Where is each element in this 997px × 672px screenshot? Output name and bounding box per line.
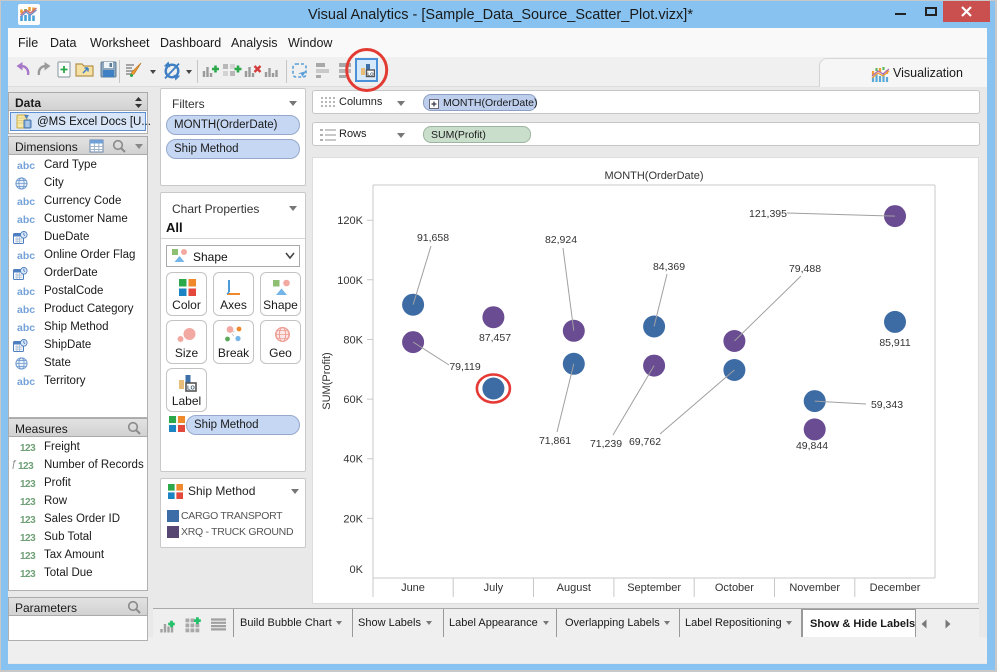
- svg-text:LO: LO: [187, 386, 195, 392]
- svg-text:87,457: 87,457: [479, 332, 511, 344]
- svg-text:SUM(Profit): SUM(Profit): [321, 352, 333, 409]
- svg-text:October: October: [715, 582, 754, 594]
- svg-text:79,119: 79,119: [449, 361, 480, 373]
- svg-text:60K: 60K: [343, 394, 363, 406]
- svg-text:82,924: 82,924: [545, 234, 577, 246]
- svg-text:June: June: [401, 582, 425, 594]
- svg-text:91,658: 91,658: [417, 232, 449, 244]
- svg-text:79,488: 79,488: [789, 263, 821, 275]
- svg-text:71,239: 71,239: [590, 438, 622, 450]
- svg-text:July: July: [484, 582, 504, 594]
- svg-text:59,343: 59,343: [871, 399, 903, 411]
- svg-text:84,369: 84,369: [653, 261, 685, 273]
- svg-text:December: December: [870, 582, 921, 594]
- svg-text:100K: 100K: [337, 275, 363, 287]
- svg-text:20K: 20K: [343, 513, 363, 525]
- svg-text:August: August: [557, 582, 591, 594]
- svg-text:September: September: [627, 582, 681, 594]
- svg-text:69,762: 69,762: [629, 436, 661, 448]
- svg-text:MONTH(OrderDate): MONTH(OrderDate): [604, 170, 703, 182]
- svg-text:49,844: 49,844: [796, 440, 828, 452]
- svg-text:121,395: 121,395: [749, 208, 787, 220]
- svg-text:120K: 120K: [337, 215, 363, 227]
- svg-text:November: November: [789, 582, 840, 594]
- svg-text:85,911: 85,911: [879, 337, 910, 349]
- svg-text:LO: LO: [367, 71, 374, 76]
- svg-text:40K: 40K: [343, 454, 363, 466]
- svg-text:0K: 0K: [350, 564, 364, 576]
- svg-text:80K: 80K: [343, 335, 363, 347]
- svg-text:71,861: 71,861: [539, 435, 571, 447]
